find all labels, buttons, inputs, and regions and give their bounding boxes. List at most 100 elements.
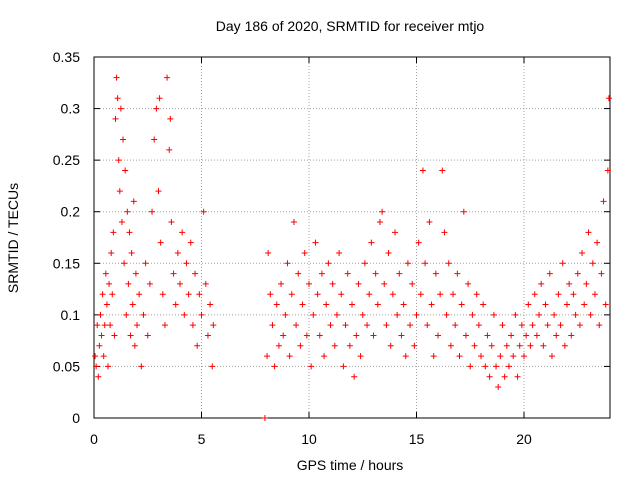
data-point xyxy=(361,260,368,267)
data-point xyxy=(144,332,151,339)
data-point xyxy=(267,291,274,298)
data-point xyxy=(355,280,362,287)
data-point xyxy=(99,291,106,298)
data-point xyxy=(353,332,360,339)
data-point xyxy=(185,291,192,298)
x-tick-label: 15 xyxy=(409,431,425,447)
x-axis-tick-labels: 0 5 10 15 20 xyxy=(90,431,532,447)
data-point xyxy=(94,322,101,329)
y-tick-label: 0.15 xyxy=(53,255,80,271)
data-point xyxy=(349,301,355,308)
data-point xyxy=(261,415,268,421)
data-point xyxy=(166,146,173,153)
data-point xyxy=(510,353,517,360)
data-point xyxy=(340,363,347,370)
data-point xyxy=(95,373,102,380)
x-axis-label: GPS time / hours xyxy=(297,457,404,473)
data-point xyxy=(495,384,502,391)
data-point xyxy=(164,74,171,81)
data-point xyxy=(290,219,297,226)
data-point xyxy=(310,311,317,318)
x-tick-label: 10 xyxy=(301,431,317,447)
data-point xyxy=(605,95,612,102)
data-point xyxy=(161,322,168,329)
data-point xyxy=(299,301,306,308)
data-point xyxy=(318,270,325,277)
data-point xyxy=(525,301,532,308)
data-point xyxy=(189,322,196,329)
data-point xyxy=(207,301,214,308)
data-point xyxy=(585,229,592,236)
data-point xyxy=(447,342,454,349)
data-point xyxy=(109,291,116,298)
data-point xyxy=(130,198,137,205)
data-point xyxy=(126,229,133,236)
data-point xyxy=(308,363,315,370)
data-point xyxy=(183,260,190,267)
data-point xyxy=(104,363,111,370)
data-point xyxy=(600,198,607,205)
data-point xyxy=(181,311,188,318)
data-point xyxy=(561,342,568,349)
data-point xyxy=(346,342,353,349)
data-point xyxy=(493,363,500,370)
data-point xyxy=(574,270,581,277)
data-point xyxy=(557,322,564,329)
data-point xyxy=(497,353,504,360)
data-point xyxy=(111,332,118,339)
data-point xyxy=(204,332,211,339)
y-tick-label: 0.05 xyxy=(53,358,80,374)
data-point xyxy=(115,157,122,164)
data-point xyxy=(596,322,603,329)
data-point xyxy=(342,322,349,329)
data-point xyxy=(402,353,409,360)
data-point xyxy=(548,353,555,360)
data-point xyxy=(540,342,547,349)
data-point xyxy=(443,311,450,318)
data-point xyxy=(458,301,465,308)
data-point xyxy=(96,342,103,349)
data-point xyxy=(98,332,105,339)
y-tick-label: 0.2 xyxy=(61,204,81,220)
data-point xyxy=(284,260,291,267)
data-point xyxy=(462,332,469,339)
data-point xyxy=(488,342,495,349)
data-point xyxy=(499,322,506,329)
data-point xyxy=(297,342,304,349)
data-point xyxy=(288,291,295,298)
data-point xyxy=(602,301,609,308)
data-point xyxy=(546,270,553,277)
data-point xyxy=(157,239,164,246)
data-point xyxy=(100,353,107,360)
data-point xyxy=(542,301,549,308)
data-point xyxy=(579,249,586,256)
data-point xyxy=(478,353,484,360)
data-point xyxy=(404,260,411,267)
y-axis-tick-labels: 0 0.05 0.1 0.15 0.2 0.25 0.3 0.35 xyxy=(53,49,80,426)
data-point xyxy=(564,301,570,308)
data-point xyxy=(351,373,358,380)
data-point xyxy=(280,332,287,339)
data-point xyxy=(501,373,508,380)
y-tick-label: 0.25 xyxy=(53,152,80,168)
data-point xyxy=(484,332,491,339)
data-point xyxy=(536,311,543,318)
data-point xyxy=(97,311,104,318)
data-point xyxy=(512,311,519,318)
plot-area-frame xyxy=(93,56,611,419)
data-point xyxy=(344,270,351,277)
data-point xyxy=(364,322,371,329)
data-point xyxy=(269,322,276,329)
data-point xyxy=(286,353,293,360)
data-point xyxy=(368,239,375,246)
chart-title: Day 186 of 2020, SRMTID for receiver mtj… xyxy=(216,18,485,34)
data-point xyxy=(103,301,110,308)
data-point xyxy=(329,280,336,287)
data-point xyxy=(469,311,476,318)
data-point xyxy=(452,322,459,329)
data-point xyxy=(376,219,383,226)
data-point xyxy=(435,332,441,339)
data-point xyxy=(430,353,437,360)
data-point xyxy=(333,311,340,318)
